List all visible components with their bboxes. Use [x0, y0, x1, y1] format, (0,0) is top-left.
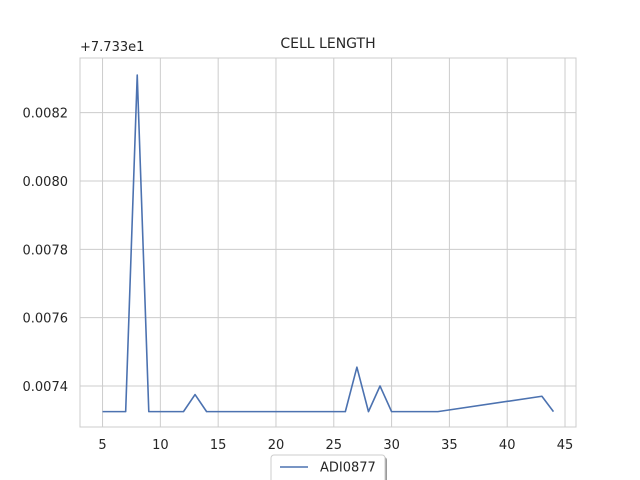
x-tick-label: 5 [98, 438, 106, 453]
y-tick-label: 0.0074 [23, 380, 69, 395]
y-tick-label: 0.0076 [23, 312, 69, 327]
y-axis-ticks: 0.0074 0.0076 0.0078 0.0080 0.0082 [23, 107, 69, 395]
legend[interactable]: ADI0877 [270, 454, 387, 480]
x-tick-label: 25 [326, 438, 343, 453]
y-axis-offset-label: +7.733e1 [80, 40, 144, 55]
x-tick-label: 40 [499, 438, 516, 453]
x-tick-label: 15 [210, 438, 227, 453]
y-tick-label: 0.0082 [23, 107, 69, 122]
x-tick-label: 45 [557, 438, 574, 453]
x-tick-label: 10 [152, 438, 169, 453]
legend-box [270, 454, 386, 480]
plot-frame [79, 57, 577, 428]
legend-label: ADI0877 [320, 461, 376, 476]
x-tick-label: 35 [441, 438, 458, 453]
x-tick-label: 30 [383, 438, 400, 453]
y-tick-label: 0.0080 [23, 175, 69, 190]
series-layer [102, 74, 555, 413]
y-tick-label: 0.0078 [23, 243, 69, 258]
x-tick-label: 20 [268, 438, 285, 453]
chart-title: CELL LENGTH [280, 36, 375, 52]
grid [80, 58, 576, 427]
series-line-adi0877 [102, 74, 555, 413]
x-axis-ticks: 5 10 15 20 25 30 35 40 45 [98, 438, 573, 453]
